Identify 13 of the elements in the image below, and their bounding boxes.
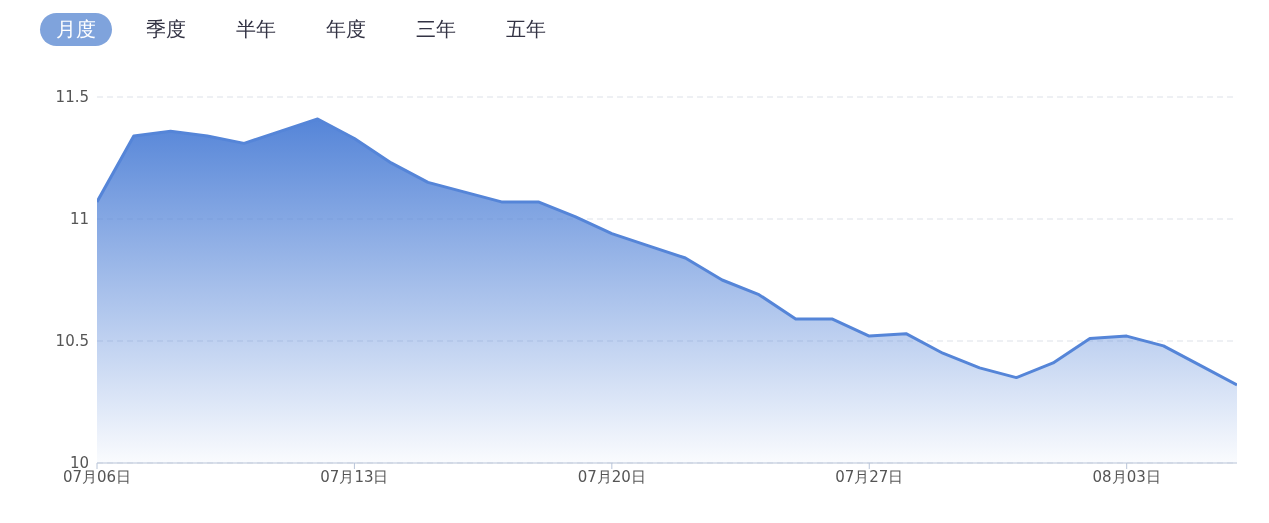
x-tick-label: 08月03日 [1092, 467, 1161, 486]
text: 五年 [505, 16, 547, 43]
text: 半年 [235, 16, 277, 43]
y-tick-label: 10.5 [55, 332, 89, 351]
text: 季度 [145, 16, 187, 43]
x-tick-label: 07月27日 [835, 467, 904, 486]
x-tick-label: 07月20日 [577, 467, 646, 486]
x-tick-label: 07月13日 [320, 467, 389, 486]
y-tick-label: 11 [69, 210, 89, 229]
text: 三年 [415, 16, 457, 43]
text: 年度 [325, 16, 367, 43]
y-tick-label: 11.5 [55, 88, 89, 107]
text: 月度 [40, 13, 112, 46]
